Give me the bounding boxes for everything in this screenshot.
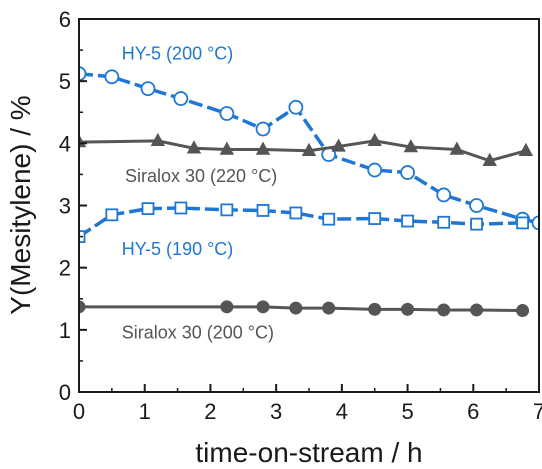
series-label: HY-5 (190 °C) xyxy=(122,239,234,259)
data-point xyxy=(289,206,303,220)
y-tick-label: 2 xyxy=(59,256,71,281)
y-tick-label: 3 xyxy=(59,194,71,219)
data-point xyxy=(301,142,317,156)
x-axis-label: time-on-stream / h xyxy=(195,437,422,468)
data-point xyxy=(367,162,383,178)
data-point xyxy=(255,121,271,137)
x-tick-label: 7 xyxy=(533,399,542,424)
data-point xyxy=(401,302,415,316)
data-point xyxy=(400,165,415,180)
data-point xyxy=(518,142,534,156)
data-point xyxy=(79,66,87,82)
data-point xyxy=(322,212,336,226)
y-axis-label: Y(Mesitylene) / % xyxy=(5,95,36,314)
x-tick-label: 2 xyxy=(204,399,216,424)
data-point xyxy=(186,140,202,154)
x-tick-label: 3 xyxy=(270,399,282,424)
data-point xyxy=(174,201,188,215)
annotation-layer: HY-5 (200 °C) Siralox 30 (220 °C) HY-5 (19… xyxy=(122,43,278,342)
series-label: Siralox 30 (200 °C) xyxy=(122,323,274,343)
data-point xyxy=(368,212,382,225)
data-point xyxy=(256,204,270,217)
data-point xyxy=(150,132,166,147)
data-point xyxy=(436,187,452,203)
y-tick-label: 1 xyxy=(59,318,71,343)
y-tick-label: 0 xyxy=(59,380,71,405)
data-point xyxy=(403,139,419,153)
x-tick-label: 6 xyxy=(467,399,479,424)
data-point xyxy=(256,300,270,314)
data-point xyxy=(437,303,451,317)
data-point xyxy=(516,304,530,318)
data-point xyxy=(104,69,120,85)
data-point xyxy=(367,132,382,147)
data-point xyxy=(79,300,86,314)
data-point xyxy=(516,216,529,230)
data-point xyxy=(105,208,119,222)
data-point xyxy=(401,214,414,228)
y-tick-label: 4 xyxy=(59,131,71,156)
data-point xyxy=(140,81,156,97)
data-point xyxy=(220,300,234,314)
data-point xyxy=(219,106,235,121)
data-point xyxy=(469,198,484,213)
data-point xyxy=(219,141,235,155)
series-label: HY-5 (200 °C) xyxy=(122,43,234,63)
data-point xyxy=(322,301,336,315)
data-point xyxy=(368,302,382,316)
x-tick-label: 1 xyxy=(139,399,151,424)
data-point xyxy=(470,303,484,317)
data-point xyxy=(220,203,234,217)
y-tick-label: 6 xyxy=(59,7,71,32)
data-point xyxy=(531,215,539,231)
data-point xyxy=(437,215,451,229)
series-line-2 xyxy=(79,139,527,163)
series-layer xyxy=(79,66,539,318)
x-tick-label: 5 xyxy=(401,399,413,424)
data-point xyxy=(288,99,304,115)
data-point xyxy=(289,301,303,315)
data-point xyxy=(470,217,483,231)
data-point xyxy=(331,138,346,152)
data-point xyxy=(449,141,465,155)
series-label: Siralox 30 (220 °C) xyxy=(125,166,277,186)
x-tick-label: 0 xyxy=(73,399,85,424)
x-tick-label: 4 xyxy=(336,399,348,424)
series-line-3 xyxy=(79,305,523,313)
data-point xyxy=(141,202,155,216)
axis-layer: 0 1 2 3 4 5 6 7 0 1 2 3 4 5 6 xyxy=(59,7,542,424)
data-point xyxy=(173,91,189,106)
data-point xyxy=(255,141,271,155)
data-point xyxy=(482,152,497,166)
y-tick-label: 5 xyxy=(59,69,71,94)
